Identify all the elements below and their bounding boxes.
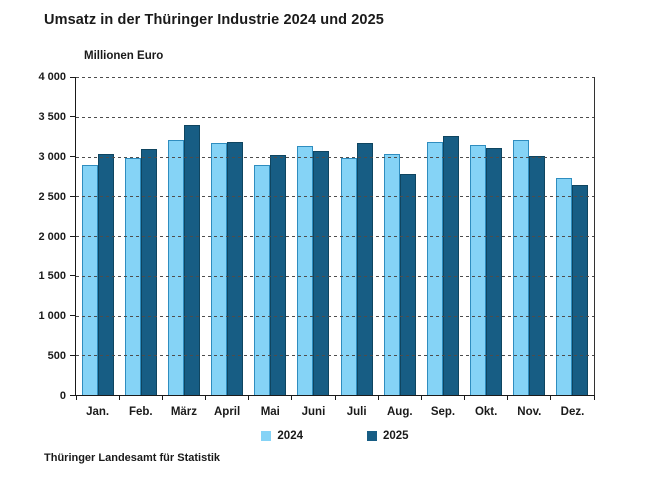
y-axis-label-500: 500 xyxy=(47,350,66,363)
bar-2024-okt xyxy=(470,145,487,395)
bar-2025-jan xyxy=(97,154,114,395)
bar-group-sep: Sep. xyxy=(421,77,464,418)
y-axis-tick xyxy=(70,394,75,396)
x-axis-label-märz: März xyxy=(170,406,198,418)
y-axis-tick xyxy=(70,235,75,237)
y-axis-label-1000: 1 000 xyxy=(38,310,66,323)
y-axis-tick-labels: 0 500 1 000 1 500 2 000 2 500 3 000 3 500 4 000 xyxy=(0,71,66,402)
bar-2024-dez xyxy=(556,178,573,395)
gridline-1000 xyxy=(76,315,594,317)
x-axis-tick xyxy=(420,395,422,400)
x-axis-tick xyxy=(205,395,206,400)
bar-group-okt: Okt. xyxy=(465,77,508,418)
bar-group-juni: Juni xyxy=(292,77,335,418)
y-axis-label-0: 0 xyxy=(59,390,66,402)
legend-label-2024: 2024 xyxy=(277,430,303,442)
legend-swatch-2025-icon xyxy=(367,431,377,441)
x-axis-tick xyxy=(593,395,595,400)
x-axis-tick xyxy=(464,395,465,400)
gridline-3500 xyxy=(76,116,594,118)
gridline-3000 xyxy=(76,156,594,158)
bar-2025-mai xyxy=(270,154,287,395)
bar-group-aug: Aug. xyxy=(378,77,421,418)
y-axis-label-2500: 2 500 xyxy=(38,190,66,203)
x-axis-tick xyxy=(248,395,250,400)
bar-groups: Jan. Feb. März April Mai Juni Juli Aug. Sep. Okt.… xyxy=(76,77,594,418)
bar-group-jan: Jan. xyxy=(76,77,119,418)
bar-2025-juni xyxy=(313,150,330,395)
x-axis-label-okt: Okt. xyxy=(474,406,498,418)
bar-group-feb: Feb. xyxy=(119,77,162,418)
gridline-1500 xyxy=(76,275,594,277)
x-axis-tick xyxy=(291,395,293,400)
y-axis-label-2000: 2 000 xyxy=(38,230,66,243)
y-axis-tick xyxy=(70,195,75,197)
x-axis-tick xyxy=(507,395,509,400)
gridline-2500 xyxy=(76,196,594,198)
bar-group-märz: März xyxy=(162,77,205,418)
bar-2024-juni xyxy=(297,146,314,395)
y-axis-tick xyxy=(70,76,75,78)
bar-2024-mai xyxy=(254,164,271,395)
x-axis-label-feb: Feb. xyxy=(128,406,153,418)
y-axis-tick xyxy=(70,315,75,316)
bar-2025-juli xyxy=(356,143,373,395)
bar-2024-april xyxy=(211,143,228,395)
y-axis-label-1500: 1 500 xyxy=(38,270,66,283)
bar-2025-feb xyxy=(140,149,157,395)
x-axis-label-aug: Aug. xyxy=(387,406,413,418)
gridline-500 xyxy=(76,355,594,357)
bar-2025-dez xyxy=(572,185,589,395)
gridline-2000 xyxy=(76,236,594,237)
x-axis-label-mai: Mai xyxy=(260,406,280,418)
x-axis-label-jan: Jan. xyxy=(86,406,110,418)
y-axis-label-3000: 3 000 xyxy=(38,150,66,163)
bar-2024-märz xyxy=(167,139,184,395)
y-axis-tick xyxy=(70,275,75,277)
source-attribution: Thüringer Landesamt für Statistik xyxy=(44,452,221,464)
legend: 2024 2025 xyxy=(75,430,595,442)
x-axis-tick xyxy=(161,395,163,400)
y-axis-tick xyxy=(70,156,75,157)
x-axis-label-sep: Sep. xyxy=(430,406,456,418)
x-axis-tick xyxy=(75,395,77,400)
legend-item-2024: 2024 xyxy=(261,430,303,442)
legend-label-2025: 2025 xyxy=(383,430,409,442)
y-axis-label-4000: 4 000 xyxy=(38,71,66,83)
y-axis-tick xyxy=(70,116,75,118)
bar-2024-jan xyxy=(81,164,98,395)
x-axis-label-dez: Dez. xyxy=(560,406,585,418)
x-axis-label-nov: Nov. xyxy=(517,406,542,418)
x-axis-label-juli: Juli xyxy=(346,406,367,418)
bar-2025-okt xyxy=(486,147,503,395)
x-axis-tick xyxy=(550,395,552,400)
plot-area: Jan. Feb. März April Mai Juni Juli Aug. Sep. Okt.… xyxy=(70,76,595,418)
x-axis-label-juni: Juni xyxy=(301,406,326,418)
x-axis-tick xyxy=(377,395,379,400)
gridline-4000 xyxy=(76,77,594,78)
y-axis-unit-label: Millionen Euro xyxy=(84,50,164,62)
bar-group-dez: Dez. xyxy=(551,77,594,418)
x-axis-label-april: April xyxy=(214,406,241,418)
chart-title: Umsatz in der Thüringer Industrie 2024 u… xyxy=(44,12,384,28)
legend-swatch-2024-icon xyxy=(261,431,272,441)
bar-2025-nov xyxy=(529,155,546,395)
y-axis-label-3500: 3 500 xyxy=(38,110,66,123)
bar-2024-aug xyxy=(383,154,400,395)
bar-2025-aug xyxy=(399,174,416,395)
bar-group-mai: Mai xyxy=(249,77,292,418)
bar-2024-sep xyxy=(426,142,443,395)
y-axis-tick xyxy=(70,354,75,356)
bar-2024-nov xyxy=(513,139,530,395)
bar-2025-sep xyxy=(442,135,459,395)
bar-2025-märz xyxy=(183,124,200,395)
bar-group-nov: Nov. xyxy=(508,77,551,418)
bar-2025-april xyxy=(227,142,244,395)
x-axis-tick xyxy=(118,395,120,400)
bar-group-april: April xyxy=(206,77,249,418)
x-axis-tick xyxy=(334,395,336,400)
legend-item-2025: 2025 xyxy=(367,430,409,442)
